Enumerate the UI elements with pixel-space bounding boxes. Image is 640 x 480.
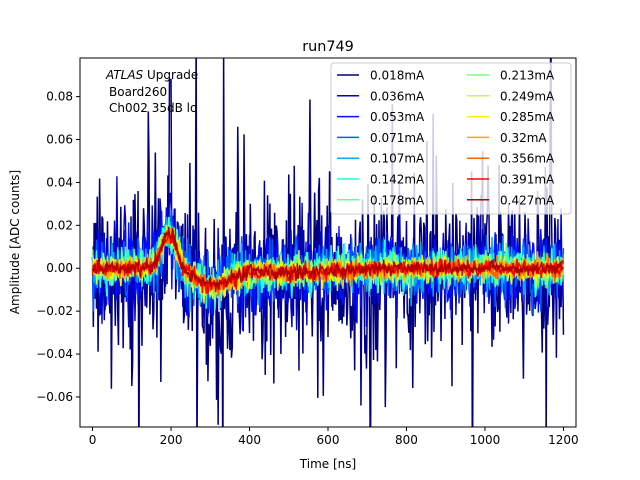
x-tick-label: 600 <box>317 433 340 447</box>
series-line <box>91 226 564 292</box>
series-line <box>91 58 565 427</box>
y-tick-label: 0.02 <box>46 218 73 232</box>
y-tick-label: 0.06 <box>46 133 73 147</box>
series-layer <box>91 58 565 427</box>
x-tick-label: 200 <box>160 433 183 447</box>
legend-label: 0.142mA <box>370 173 425 187</box>
legend-items: 0.018mA 0.036mA 0.053mA 0.071mA 0.107mA 0.142… <box>337 69 555 207</box>
y-tick-label: −0.02 <box>36 304 73 318</box>
legend-label: 0.249mA <box>500 89 555 103</box>
legend-label: 0.32mA <box>500 131 547 145</box>
legend-label: 0.285mA <box>500 110 555 124</box>
legend-label: 0.107mA <box>370 152 425 166</box>
y-tick-label: 0.00 <box>46 261 73 275</box>
series-line <box>91 229 564 294</box>
x-tick-label: 1000 <box>470 433 501 447</box>
annotation-atlas: ATLAS <box>105 68 144 82</box>
y-axis: −0.06 −0.04 −0.02 0.00 0.02 0.04 0.06 0.08 <box>36 90 80 404</box>
series-line <box>91 209 565 315</box>
annotation-line-1: ATLAS Upgrade <box>105 68 198 82</box>
y-tick-label: −0.04 <box>36 347 73 361</box>
y-tick-label: 0.08 <box>46 90 73 104</box>
y-tick-label: −0.06 <box>36 390 73 404</box>
annotation-line-2: Board260 <box>109 85 167 99</box>
legend-box <box>330 62 572 215</box>
x-axis: 0 200 400 600 800 1000 1200 <box>89 427 579 447</box>
annotation-upgrade: Upgrade <box>143 68 198 82</box>
y-axis-label: Amplitude [ADC counts] <box>8 170 22 314</box>
legend-label: 0.356mA <box>500 152 555 166</box>
legend: 0.018mA 0.036mA 0.053mA 0.071mA 0.107mA 0.142… <box>330 62 572 215</box>
series-line <box>91 227 565 296</box>
atlas-annotation: ATLAS Upgrade Board260 Ch002 35dB lo <box>105 68 198 115</box>
x-axis-label: Time [ns] <box>299 457 356 471</box>
legend-label: 0.391mA <box>500 173 555 187</box>
legend-label: 0.071mA <box>370 131 425 145</box>
x-tick-label: 400 <box>238 433 261 447</box>
legend-label: 0.018mA <box>370 69 425 83</box>
x-tick-label: 0 <box>89 433 97 447</box>
annotation-line-3: Ch002 35dB lo <box>109 101 197 115</box>
chart-title: run749 <box>302 39 354 55</box>
legend-label: 0.178mA <box>370 193 425 207</box>
y-tick-label: 0.04 <box>46 175 73 189</box>
legend-label: 0.053mA <box>370 110 425 124</box>
legend-label: 0.427mA <box>500 193 555 207</box>
x-tick-label: 800 <box>395 433 418 447</box>
x-tick-label: 1200 <box>548 433 579 447</box>
legend-label: 0.213mA <box>500 69 555 83</box>
legend-label: 0.036mA <box>370 89 425 103</box>
